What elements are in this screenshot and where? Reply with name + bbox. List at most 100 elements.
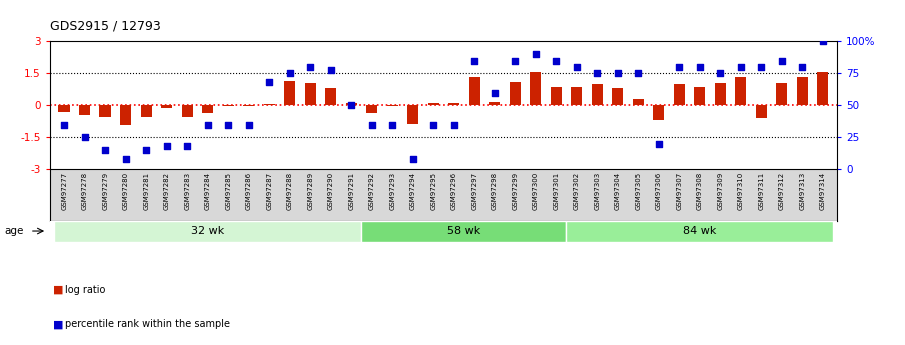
Text: GSM97288: GSM97288 — [287, 172, 292, 210]
Text: GSM97292: GSM97292 — [368, 172, 375, 210]
Point — [549, 58, 564, 63]
Text: GSM97296: GSM97296 — [451, 172, 457, 210]
Bar — [284, 81, 295, 105]
Point — [815, 39, 830, 44]
Bar — [202, 105, 214, 113]
Text: GSM97305: GSM97305 — [635, 172, 642, 210]
Point — [713, 71, 728, 76]
Point — [775, 58, 789, 63]
Point — [795, 64, 809, 70]
Bar — [653, 105, 664, 120]
Text: GSM97313: GSM97313 — [799, 172, 805, 210]
Bar — [161, 105, 172, 108]
Bar — [571, 87, 582, 105]
Bar — [366, 105, 377, 113]
Point — [119, 156, 133, 162]
Bar — [346, 103, 357, 105]
Text: GSM97277: GSM97277 — [62, 172, 67, 210]
Text: GSM97295: GSM97295 — [430, 172, 436, 210]
Text: GSM97303: GSM97303 — [595, 172, 600, 210]
Text: GSM97293: GSM97293 — [389, 172, 395, 210]
Point — [365, 122, 379, 127]
Text: GSM97286: GSM97286 — [245, 172, 252, 210]
Point — [692, 64, 707, 70]
Bar — [776, 83, 787, 105]
Bar — [263, 104, 275, 105]
Point — [652, 141, 666, 147]
Bar — [448, 103, 460, 105]
Text: ■: ■ — [52, 285, 63, 295]
Point — [221, 122, 235, 127]
Point — [631, 71, 645, 76]
Bar — [100, 105, 110, 117]
Bar — [59, 105, 70, 112]
Text: percentile rank within the sample: percentile rank within the sample — [65, 319, 230, 329]
Point — [488, 90, 502, 95]
Bar — [305, 83, 316, 105]
Text: 32 wk: 32 wk — [191, 226, 224, 236]
Point — [508, 58, 522, 63]
Point — [529, 51, 543, 57]
Point — [138, 147, 153, 153]
Text: GSM97289: GSM97289 — [307, 172, 313, 210]
Bar — [140, 105, 152, 117]
Text: GSM97312: GSM97312 — [779, 172, 785, 210]
Bar — [756, 105, 767, 118]
Text: 58 wk: 58 wk — [447, 226, 481, 236]
Bar — [715, 83, 726, 105]
Bar — [120, 105, 131, 125]
Point — [590, 71, 605, 76]
Text: GSM97294: GSM97294 — [410, 172, 415, 210]
Point — [98, 147, 112, 153]
Text: GSM97309: GSM97309 — [718, 172, 723, 210]
Text: age: age — [5, 226, 24, 236]
Text: GSM97278: GSM97278 — [81, 172, 88, 210]
Bar — [796, 77, 808, 105]
Bar — [735, 77, 747, 105]
Bar — [386, 105, 398, 107]
Bar — [469, 77, 480, 105]
Point — [159, 144, 174, 149]
Point — [611, 71, 625, 76]
Point — [672, 64, 687, 70]
Point — [282, 71, 297, 76]
Point — [303, 64, 318, 70]
Text: GSM97298: GSM97298 — [491, 172, 498, 210]
Bar — [407, 105, 418, 124]
Bar — [550, 87, 562, 105]
Point — [57, 122, 71, 127]
Point — [569, 64, 584, 70]
Point — [262, 80, 276, 85]
Text: GSM97280: GSM97280 — [123, 172, 129, 210]
Point — [734, 64, 748, 70]
Text: GSM97311: GSM97311 — [758, 172, 764, 210]
Bar — [530, 72, 541, 105]
Text: log ratio: log ratio — [65, 285, 106, 295]
Text: GSM97306: GSM97306 — [656, 172, 662, 210]
Text: GSM97310: GSM97310 — [738, 172, 744, 210]
Point — [754, 64, 768, 70]
Text: GSM97300: GSM97300 — [533, 172, 538, 210]
Text: GSM97301: GSM97301 — [553, 172, 559, 210]
Bar — [633, 99, 643, 105]
Point — [242, 122, 256, 127]
Text: GSM97290: GSM97290 — [328, 172, 334, 210]
Text: GSM97287: GSM97287 — [266, 172, 272, 210]
Text: GSM97314: GSM97314 — [820, 172, 825, 210]
Point — [200, 122, 214, 127]
Text: GSM97279: GSM97279 — [102, 172, 108, 210]
Bar — [54, 220, 361, 242]
Point — [426, 122, 441, 127]
Bar — [182, 105, 193, 117]
Text: GSM97308: GSM97308 — [697, 172, 703, 210]
Bar — [510, 82, 521, 105]
Point — [180, 144, 195, 149]
Text: GDS2915 / 12793: GDS2915 / 12793 — [50, 20, 160, 33]
Text: GSM97285: GSM97285 — [225, 172, 231, 210]
Bar — [243, 105, 254, 107]
Text: GSM97291: GSM97291 — [348, 172, 354, 210]
Bar — [817, 72, 828, 105]
Bar — [223, 105, 233, 107]
Bar — [325, 88, 337, 105]
Text: GSM97281: GSM97281 — [143, 172, 149, 210]
